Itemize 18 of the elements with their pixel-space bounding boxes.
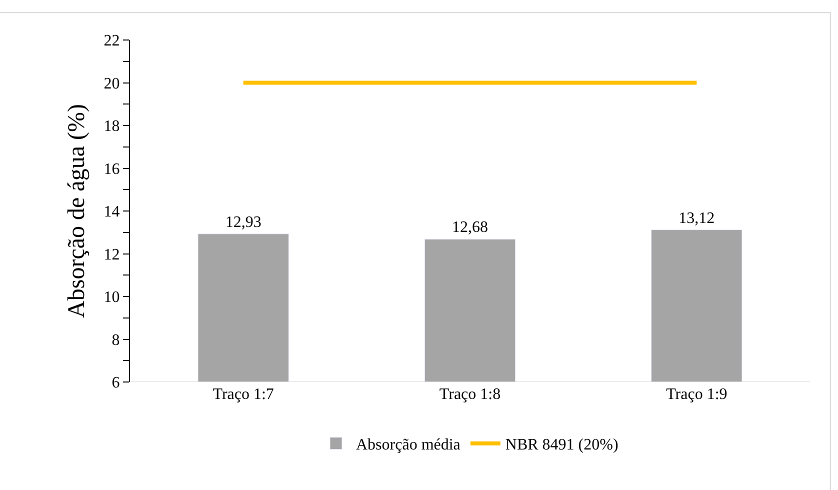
y-tick-label: 22 bbox=[104, 32, 120, 50]
y-tick-label: 16 bbox=[104, 160, 120, 178]
legend-label: NBR 8491 (20%) bbox=[505, 436, 618, 454]
y-tick-label: 20 bbox=[104, 75, 120, 92]
y-axis-title: Absorção de água (%) bbox=[64, 104, 90, 318]
y-tick-label: 14 bbox=[104, 204, 120, 221]
y-tick-label: 18 bbox=[104, 118, 120, 136]
data-label: 12,93 bbox=[225, 214, 262, 231]
y-tick-label: 12 bbox=[104, 246, 120, 264]
x-tick-label: Traço 1:9 bbox=[666, 386, 728, 403]
legend-label: Absorção média bbox=[356, 436, 460, 454]
y-tick-label: 10 bbox=[104, 289, 120, 306]
x-tick-label: Traço 1:7 bbox=[212, 386, 274, 403]
data-label: 13,12 bbox=[678, 210, 715, 227]
data-label: 12,68 bbox=[452, 219, 488, 236]
y-tick-label: 8 bbox=[112, 332, 120, 349]
y-tick-label: 6 bbox=[112, 374, 120, 392]
x-tick-label: Traço 1:8 bbox=[439, 386, 501, 403]
